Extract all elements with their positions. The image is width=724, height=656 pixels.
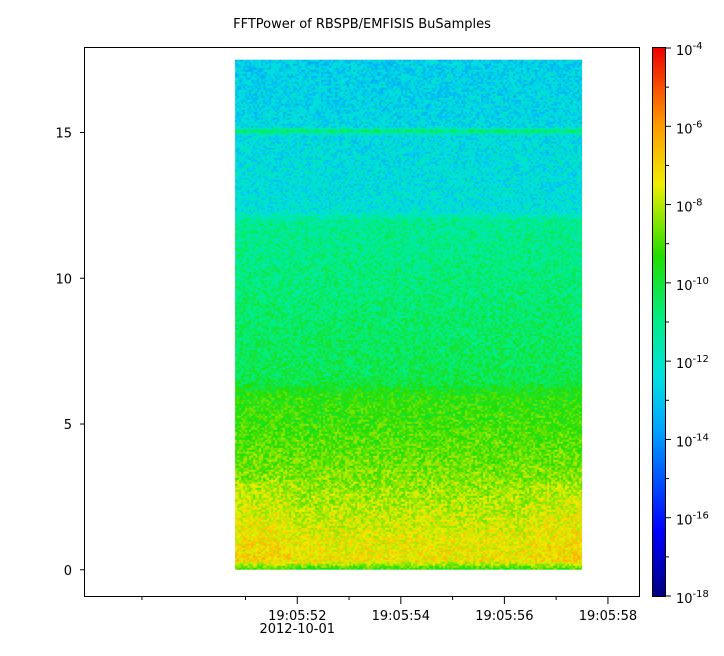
x-tick-label: 19:05:56 <box>475 609 533 624</box>
y-tick-label: 0 <box>64 564 72 579</box>
spectrogram-heatmap-raster <box>235 59 583 570</box>
y-tick-label: 15 <box>55 127 72 142</box>
y-axis: 0 5 10 15 <box>55 127 85 579</box>
colorbar <box>652 47 666 597</box>
y-tick-label: 5 <box>64 418 72 433</box>
x-date-label: 2012-10-01 <box>259 622 335 637</box>
x-axis: 19:05:52 19:05:54 19:05:56 19:05:58 2012-10-… <box>141 596 637 637</box>
colorbar-tick-label: 10-4 <box>676 41 703 59</box>
colorbar-tick-label: 10-18 <box>676 589 709 607</box>
colorbar-tick-label: 10-14 <box>676 432 709 450</box>
x-tick-label: 19:05:54 <box>372 609 430 624</box>
colorbar-tick-label: 10-12 <box>676 354 709 372</box>
colorbar-tick-label: 10-8 <box>676 198 703 216</box>
spectrogram-image <box>235 60 582 570</box>
colorbar-axis: 10-4 10-6 10-8 10-10 10-12 10-14 10-16 10-18 <box>666 41 709 607</box>
colorbar-tick-label: 10-10 <box>676 276 709 294</box>
colorbar-tick-label: 10-6 <box>676 119 703 137</box>
y-tick-label: 10 <box>55 272 72 287</box>
x-tick-label: 19:05:52 <box>268 609 326 624</box>
colorbar-tick-label: 10-16 <box>676 511 709 529</box>
x-tick-label: 19:05:58 <box>579 609 637 624</box>
chart-title: FFTPower of RBSPB/EMFISIS BuSamples <box>233 17 491 32</box>
